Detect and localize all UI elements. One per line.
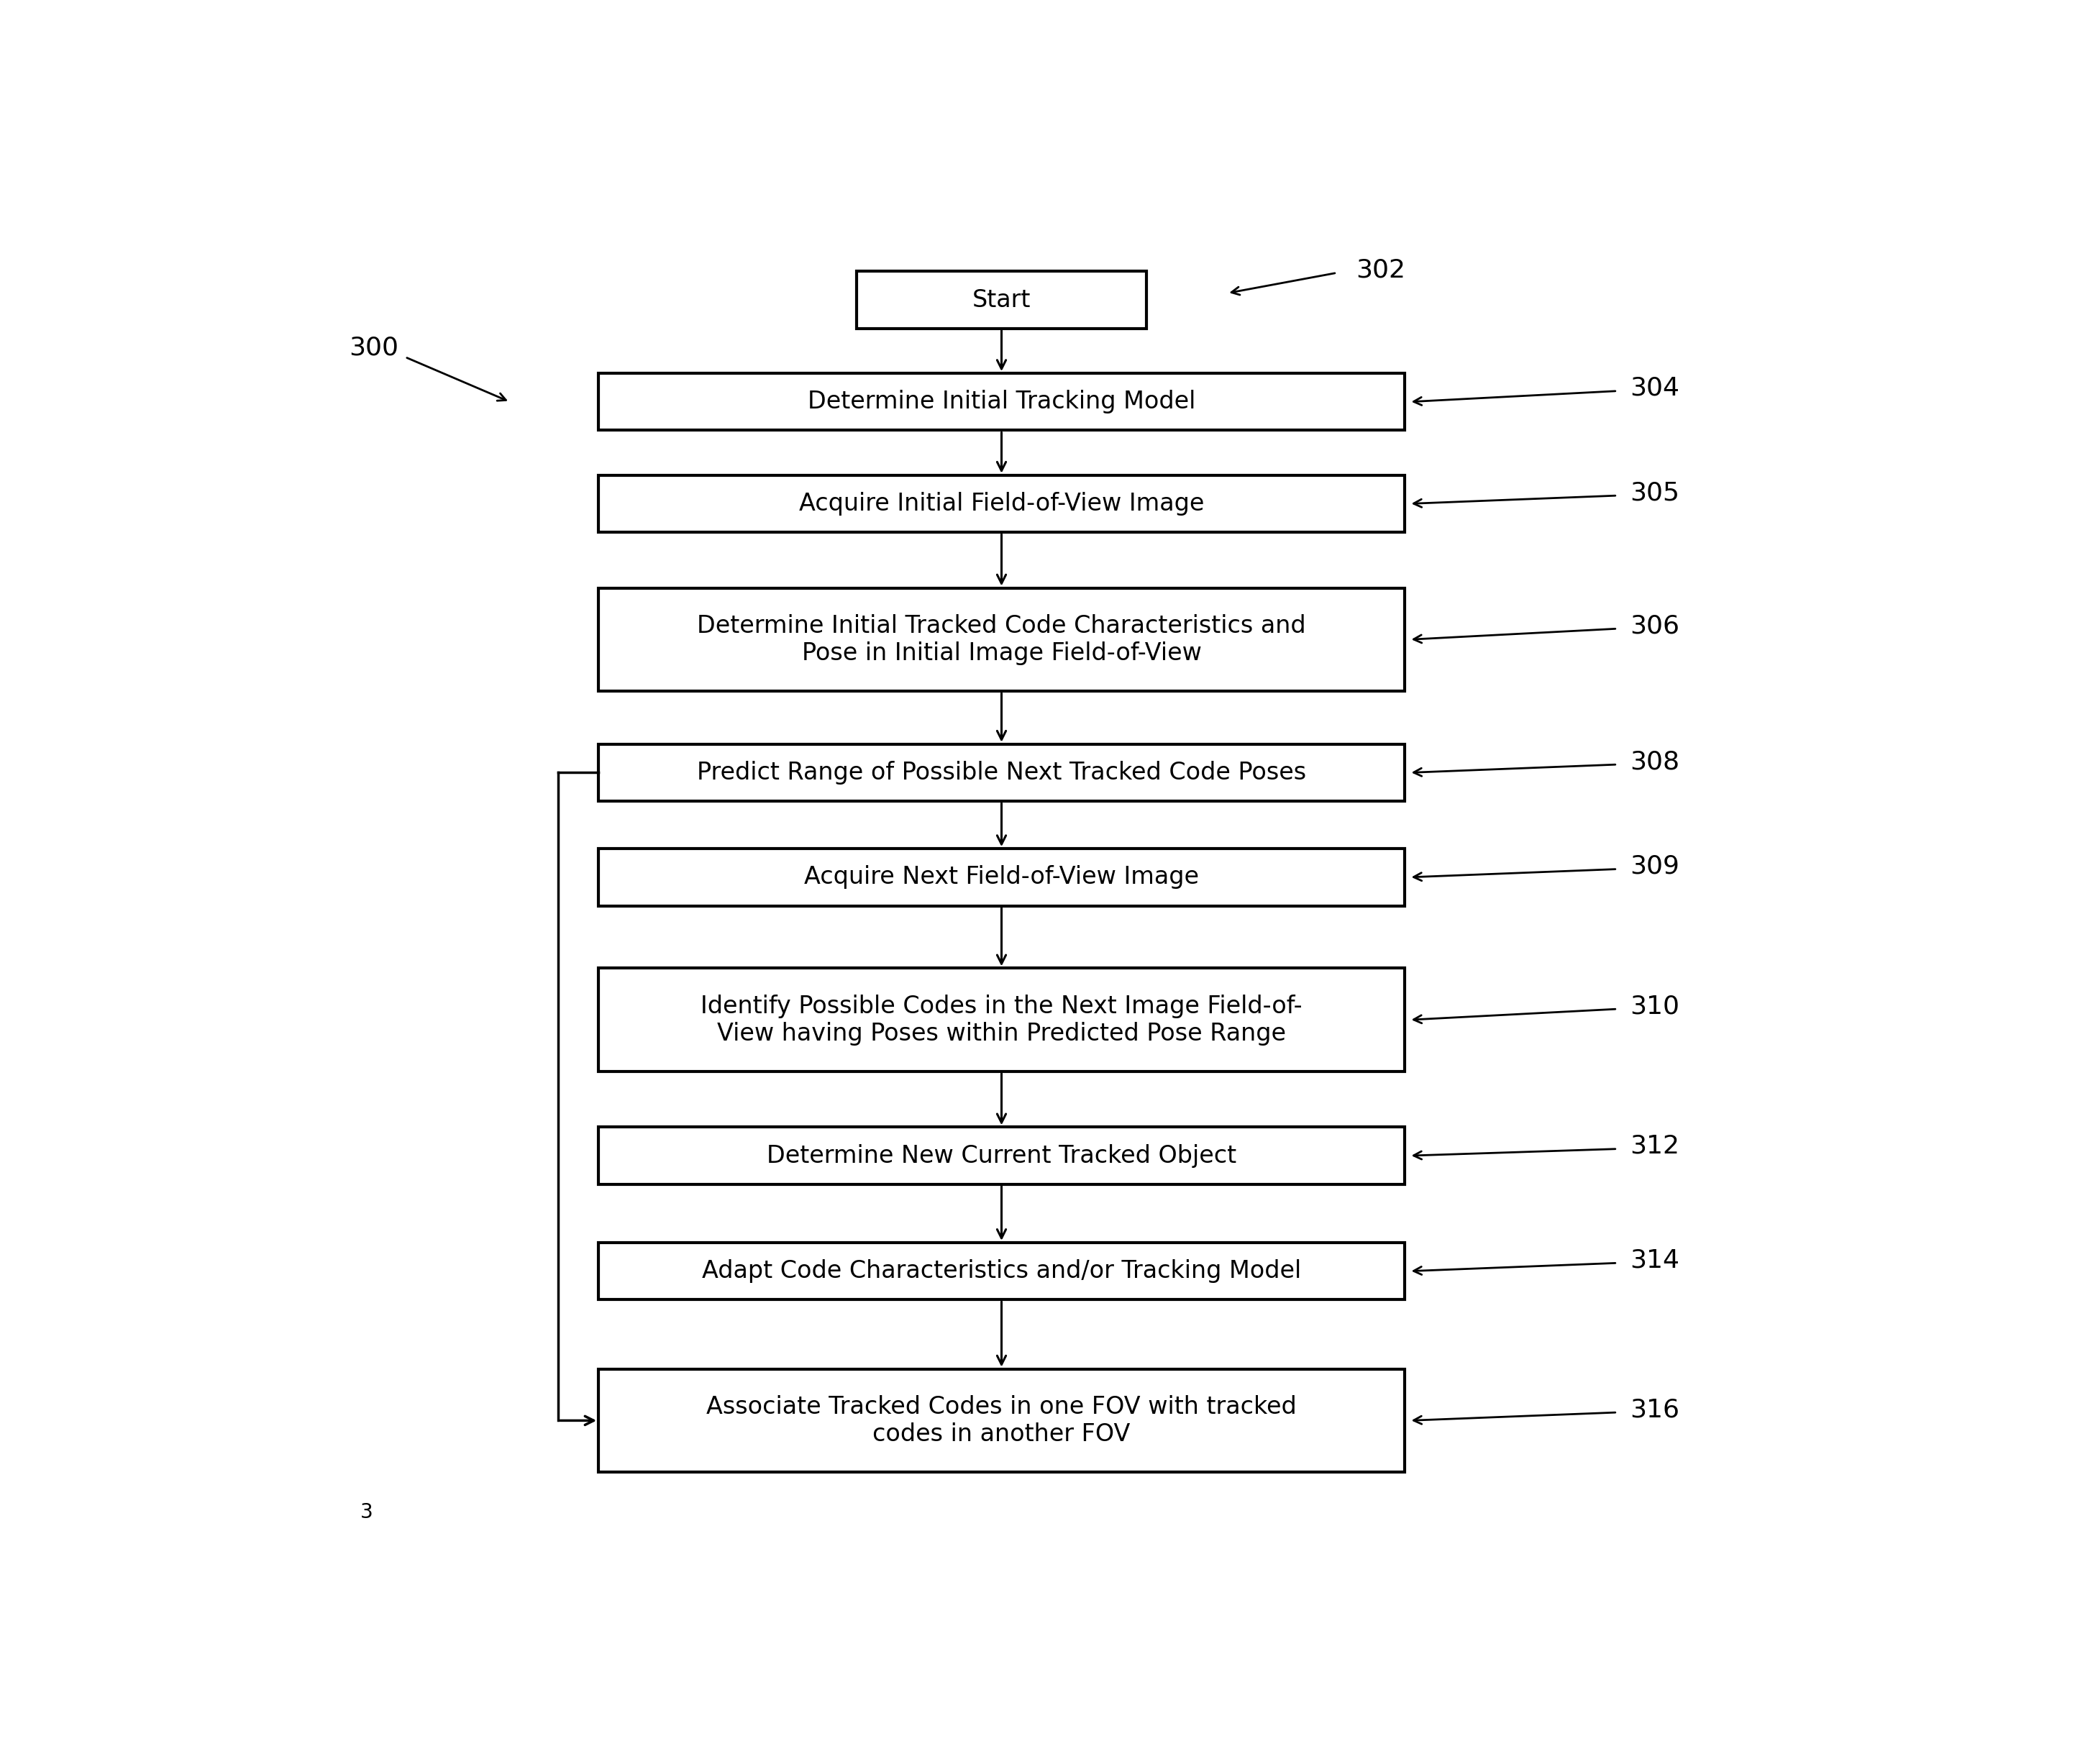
FancyBboxPatch shape (599, 587, 1404, 691)
Text: Determine New Current Tracked Object: Determine New Current Tracked Object (768, 1143, 1236, 1168)
Text: Acquire Initial Field-of-View Image: Acquire Initial Field-of-View Image (799, 492, 1204, 515)
Text: 312: 312 (1631, 1134, 1681, 1159)
Text: 302: 302 (1356, 258, 1406, 282)
FancyBboxPatch shape (599, 374, 1404, 430)
Text: 306: 306 (1631, 614, 1681, 639)
Text: 304: 304 (1631, 376, 1681, 400)
Text: Determine Initial Tracking Model: Determine Initial Tracking Model (807, 390, 1196, 415)
Text: 300: 300 (349, 335, 397, 360)
FancyBboxPatch shape (599, 1369, 1404, 1473)
Text: Determine Initial Tracked Code Characteristics and
Pose in Initial Image Field-o: Determine Initial Tracked Code Character… (697, 614, 1306, 665)
FancyBboxPatch shape (599, 1127, 1404, 1184)
FancyBboxPatch shape (599, 968, 1404, 1071)
Text: 3: 3 (360, 1503, 372, 1522)
Text: 308: 308 (1631, 750, 1681, 774)
Text: Acquire Next Field-of-View Image: Acquire Next Field-of-View Image (805, 866, 1198, 889)
Text: 316: 316 (1631, 1397, 1681, 1422)
FancyBboxPatch shape (599, 744, 1404, 801)
Text: 314: 314 (1631, 1249, 1681, 1272)
Text: 310: 310 (1631, 995, 1681, 1018)
Text: Start: Start (971, 288, 1032, 312)
Text: Predict Range of Possible Next Tracked Code Poses: Predict Range of Possible Next Tracked C… (697, 760, 1306, 785)
Text: Adapt Code Characteristics and/or Tracking Model: Adapt Code Characteristics and/or Tracki… (701, 1259, 1302, 1282)
Text: Associate Tracked Codes in one FOV with tracked
codes in another FOV: Associate Tracked Codes in one FOV with … (707, 1395, 1296, 1446)
FancyBboxPatch shape (599, 1242, 1404, 1300)
Text: 305: 305 (1631, 480, 1681, 505)
FancyBboxPatch shape (599, 848, 1404, 905)
Text: Identify Possible Codes in the Next Image Field-of-
View having Poses within Pre: Identify Possible Codes in the Next Imag… (701, 995, 1302, 1046)
FancyBboxPatch shape (857, 272, 1146, 328)
FancyBboxPatch shape (599, 475, 1404, 533)
Text: 309: 309 (1631, 854, 1681, 878)
